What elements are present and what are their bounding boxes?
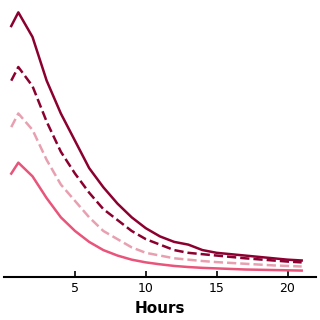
X-axis label: Hours: Hours bbox=[135, 301, 185, 316]
